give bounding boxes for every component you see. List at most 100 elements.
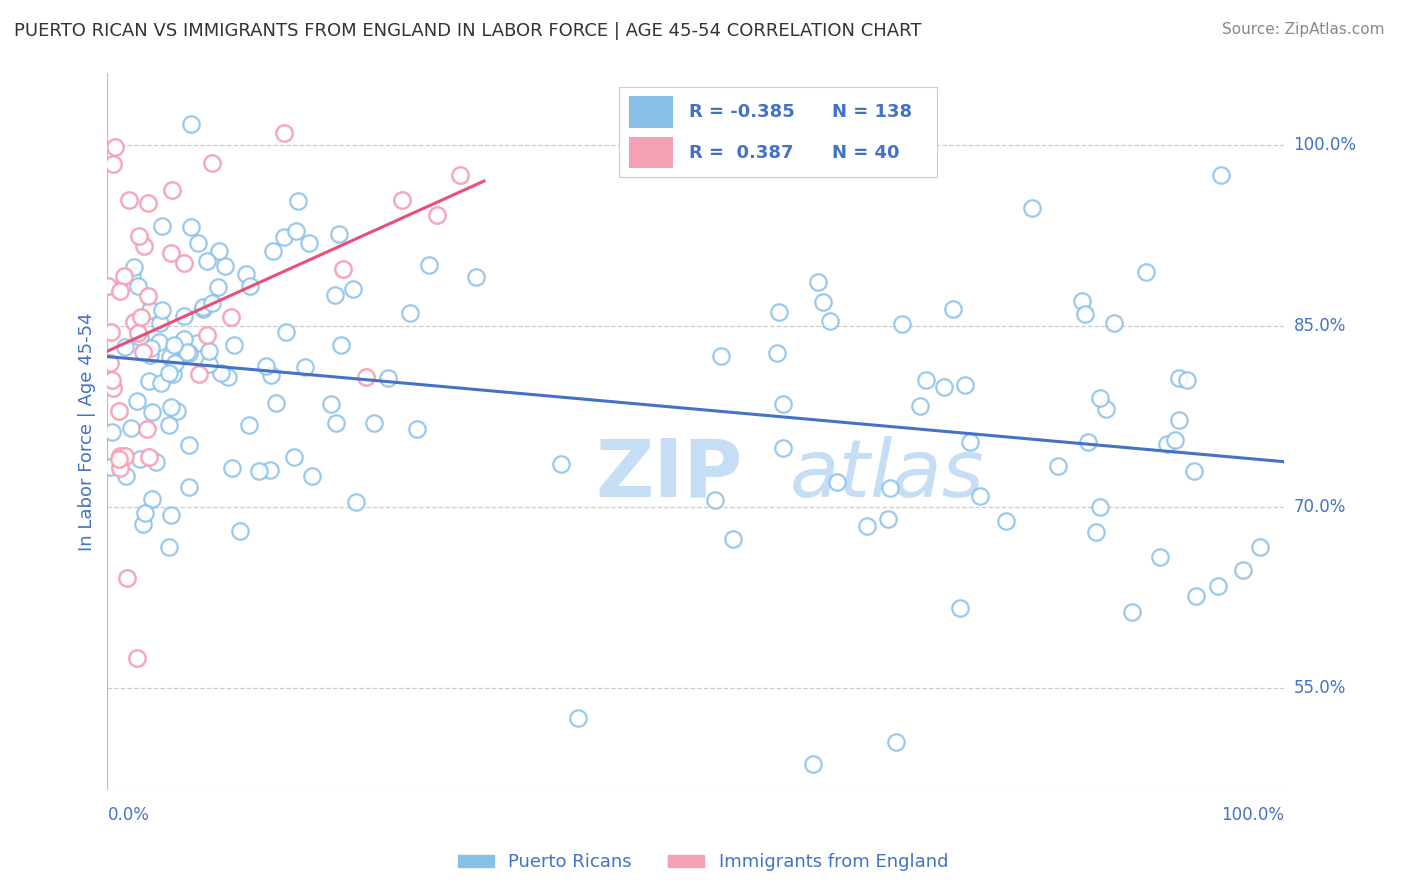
Point [399, 306, 422, 320]
Point [148, 334, 170, 349]
Point [166, 404, 188, 418]
Point [1021, 201, 1043, 215]
Point [108, 452, 131, 467]
Point [159, 350, 181, 364]
Point [405, 422, 427, 436]
Point [1074, 307, 1097, 321]
Point [1206, 579, 1229, 593]
Point [187, 235, 209, 250]
Point [98, 356, 121, 370]
Point [177, 480, 200, 494]
Point [915, 374, 938, 388]
Point [124, 315, 146, 329]
Point [191, 301, 214, 315]
Point [969, 489, 991, 503]
Point [157, 540, 180, 554]
Point [110, 450, 132, 464]
Point [177, 438, 200, 452]
Point [1211, 169, 1233, 183]
Point [426, 208, 449, 222]
Point [1094, 401, 1116, 416]
Point [176, 345, 198, 359]
Point [121, 268, 143, 282]
Point [97, 279, 120, 293]
Point [219, 310, 242, 324]
Text: 85.0%: 85.0% [1294, 318, 1346, 335]
Point [329, 337, 352, 351]
Point [567, 711, 589, 725]
Point [201, 156, 224, 170]
Point [273, 126, 295, 140]
Point [173, 309, 195, 323]
Point [285, 224, 308, 238]
Point [165, 356, 187, 370]
Point [149, 316, 172, 330]
Point [193, 302, 215, 317]
Text: 0.0%: 0.0% [107, 806, 149, 824]
Point [1090, 500, 1112, 514]
Point [141, 492, 163, 507]
Text: 55.0%: 55.0% [1294, 679, 1346, 697]
Point [180, 117, 202, 131]
Text: PUERTO RICAN VS IMMIGRANTS FROM ENGLAND IN LABOR FORCE | AGE 45-54 CORRELATION C: PUERTO RICAN VS IMMIGRANTS FROM ENGLAND … [14, 22, 921, 40]
Point [721, 532, 744, 546]
Point [112, 268, 135, 283]
Point [131, 345, 153, 359]
Point [772, 441, 794, 455]
Point [103, 157, 125, 171]
Point [101, 373, 124, 387]
Point [550, 458, 572, 472]
Point [114, 469, 136, 483]
Point [150, 302, 173, 317]
Point [150, 219, 173, 233]
Point [160, 183, 183, 197]
Point [186, 335, 208, 350]
Point [910, 400, 932, 414]
Legend: Puerto Ricans, Immigrants from England: Puerto Ricans, Immigrants from England [450, 847, 956, 879]
Point [1156, 437, 1178, 451]
Point [114, 450, 136, 464]
Point [197, 328, 219, 343]
Point [464, 270, 486, 285]
Point [145, 454, 167, 468]
Point [1167, 413, 1189, 427]
Point [125, 650, 148, 665]
Point [173, 256, 195, 270]
Point [247, 464, 270, 478]
Point [856, 519, 879, 533]
Point [138, 348, 160, 362]
Point [157, 417, 180, 432]
Point [188, 367, 211, 381]
Point [101, 425, 124, 439]
Point [229, 524, 252, 539]
Point [162, 338, 184, 352]
Point [995, 514, 1018, 528]
Point [201, 296, 224, 310]
Point [1175, 373, 1198, 387]
Point [160, 245, 183, 260]
Point [259, 463, 281, 477]
Point [356, 370, 378, 384]
Text: 70.0%: 70.0% [1294, 498, 1346, 516]
Point [138, 303, 160, 318]
Point [959, 435, 981, 450]
Point [173, 332, 195, 346]
Point [115, 571, 138, 585]
Point [221, 461, 243, 475]
Point [703, 492, 725, 507]
Point [342, 282, 364, 296]
Point [159, 400, 181, 414]
Point [884, 735, 907, 749]
Point [209, 366, 232, 380]
Point [1135, 265, 1157, 279]
Point [953, 377, 976, 392]
Point [114, 340, 136, 354]
Point [254, 359, 277, 374]
Point [1249, 541, 1271, 555]
Point [157, 366, 180, 380]
Point [180, 219, 202, 234]
Point [948, 601, 970, 615]
Point [141, 405, 163, 419]
Point [262, 244, 284, 258]
Text: 100.0%: 100.0% [1294, 136, 1357, 154]
